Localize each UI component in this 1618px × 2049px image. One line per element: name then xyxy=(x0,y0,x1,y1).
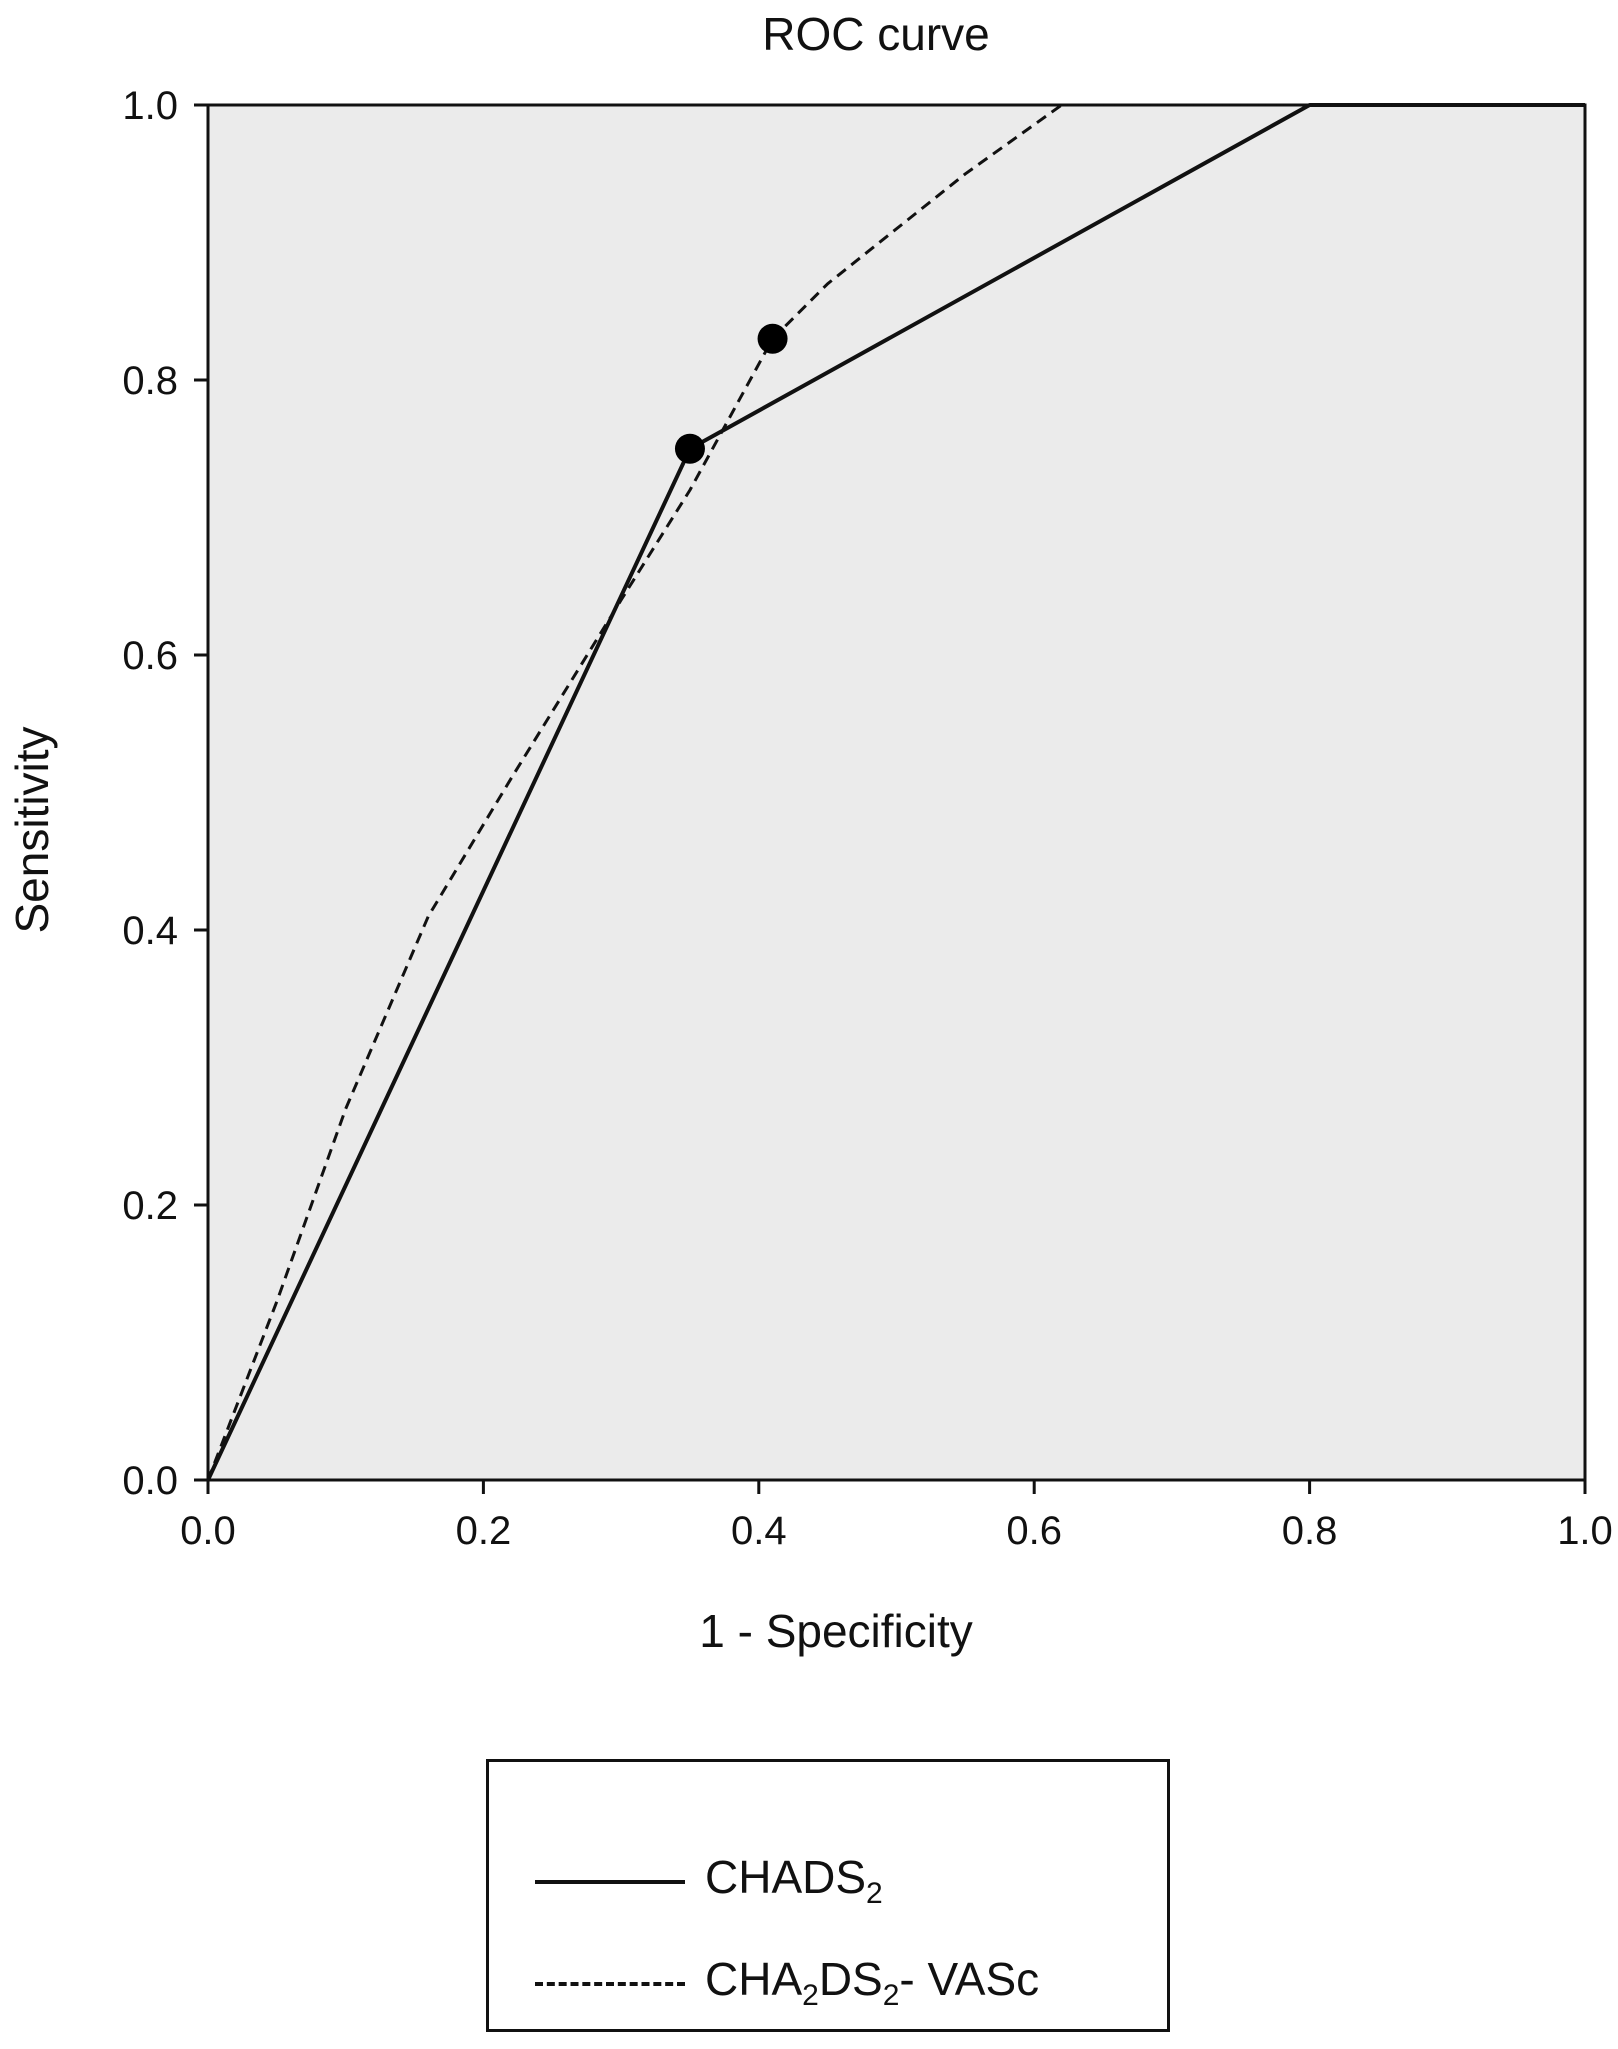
y-tick-label: 1.0 xyxy=(122,84,178,128)
legend-label-cha2ds2-vasc: CHA2DS2- VASc xyxy=(705,1953,1040,2012)
x-tick-label: 0.4 xyxy=(731,1509,787,1553)
legend-item-cha2ds2-vasc: CHA2DS2- VASc xyxy=(489,1944,1167,2024)
plot-area xyxy=(206,103,1587,1482)
legend-swatch-dashed xyxy=(535,1982,685,1986)
y-tick-label: 0.6 xyxy=(122,634,178,678)
series-line-1 xyxy=(206,103,1585,1481)
axis-ticks: 0.0 0.2 0.4 0.6 0.8 1.0 0.0 0.2 0.4 0.6 0.8 1.0 xyxy=(122,84,1612,1553)
y-tick-label: 0.2 xyxy=(122,1184,178,1228)
legend: CHADS2 CHA2DS2- VASc xyxy=(486,1759,1170,2032)
y-tick-label: 0.4 xyxy=(122,909,178,953)
series-group xyxy=(206,103,1585,1481)
marker-group xyxy=(674,323,788,464)
y-tick-label: 0.0 xyxy=(122,1459,178,1503)
x-tick-label: 0.0 xyxy=(180,1509,236,1553)
series-marker-1 xyxy=(757,323,788,354)
legend-item-chads2: CHADS2 xyxy=(489,1842,1167,1922)
legend-swatch-solid xyxy=(535,1880,685,1884)
chart-title: ROC curve xyxy=(762,8,989,60)
x-tick-label: 1.0 xyxy=(1557,1509,1613,1553)
y-axis-label: Sensitivity xyxy=(6,726,58,933)
x-tick-label: 0.2 xyxy=(456,1509,512,1553)
series-marker-0 xyxy=(674,433,705,464)
x-axis-label: 1 - Specificity xyxy=(699,1605,973,1657)
x-tick-label: 0.8 xyxy=(1282,1509,1338,1553)
legend-label-chads2: CHADS2 xyxy=(705,1851,883,1910)
y-tick-label: 0.8 xyxy=(122,359,178,403)
x-tick-label: 0.6 xyxy=(1006,1509,1062,1553)
